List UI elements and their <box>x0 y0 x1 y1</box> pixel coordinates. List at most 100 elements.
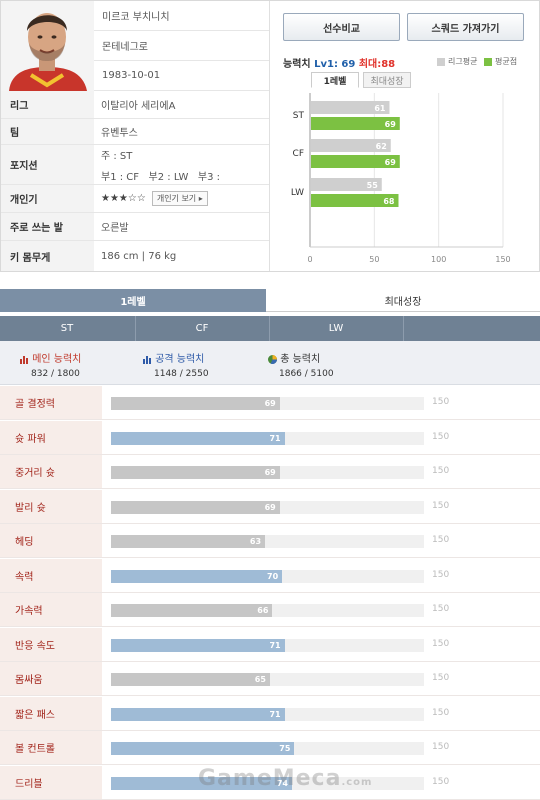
skill-stars: ★★★☆☆ <box>101 193 146 204</box>
position-sub: 부1 : CF 부2 : LW 부3 : <box>101 171 221 183</box>
bar-player <box>311 155 400 168</box>
legend-swatch-player <box>484 57 492 66</box>
attribute-track: 71 <box>111 431 424 445</box>
attribute-track: 65 <box>111 673 424 686</box>
info-label: 개인기 <box>1 185 94 212</box>
info-value: ★★★☆☆ 개인기 보기 ▸ <box>101 185 269 212</box>
position-tab-lw[interactable]: LW <box>269 316 402 341</box>
info-row-foot: 주로 쓰는 발 오른발 <box>1 213 269 241</box>
category-label: ST <box>293 111 305 121</box>
attribute-bar: 69 <box>111 397 280 410</box>
info-row-skill: 개인기 ★★★☆☆ 개인기 보기 ▸ <box>1 185 269 213</box>
x-tick-label: 50 <box>369 255 379 264</box>
attribute-track: 71 <box>111 707 424 721</box>
attribute-max: 150 <box>432 742 450 752</box>
info-value: 유벤투스 <box>101 128 138 139</box>
info-value: 주 : ST 부1 : CF 부2 : LW 부3 : <box>101 145 269 184</box>
attribute-label: 골 결정력 <box>0 386 102 419</box>
player-name: 미르코 부치니치 <box>94 1 269 31</box>
attribute-track: 74 <box>111 776 424 790</box>
attribute-bar: 70 <box>111 569 283 583</box>
summary-title: 메인 능력치 <box>32 354 82 365</box>
chart-legend: 리그평균 평균점 <box>437 56 517 67</box>
bar-league <box>311 139 391 152</box>
bar-value-label: 68 <box>383 197 395 206</box>
summary-value: 1866 / 5100 <box>279 369 334 379</box>
summary-attack: 공격 능력치 1148 / 2550 <box>143 350 209 379</box>
x-tick-label: 100 <box>431 255 446 264</box>
attribute-track: 66 <box>111 604 424 617</box>
info-label: 팀 <box>1 119 94 144</box>
info-row-body: 키 몸무게 186 cm | 76 kg <box>1 241 269 271</box>
player-birth: 1983-10-01 <box>94 61 269 91</box>
position-main: 주 : ST <box>101 150 133 162</box>
attribute-value: 74 <box>276 778 288 788</box>
bar-chart-blue-icon <box>143 355 151 364</box>
info-label: 포지션 <box>1 145 94 184</box>
attribute-value: 70 <box>267 571 279 581</box>
attribute-row: 반응 속도 71 150 <box>0 627 540 662</box>
info-label: 키 몸무게 <box>1 241 94 271</box>
summary-bar: 메인 능력치 832 / 1800 공격 능력치 1148 / 2550 총 능… <box>0 341 540 385</box>
bar-value-label: 69 <box>385 158 397 167</box>
attribute-track: 71 <box>111 638 424 652</box>
skill-view-button[interactable]: 개인기 보기 ▸ <box>151 191 208 206</box>
player-photo <box>1 1 94 91</box>
attribute-bar: 75 <box>111 742 295 755</box>
ability-chart: 0 50 100 150 ST 61 69 CF 62 69 LW 55 68 <box>291 93 511 264</box>
attribute-row: 슛 파워 71 150 <box>0 420 540 455</box>
summary-main: 메인 능력치 832 / 1800 <box>20 350 81 379</box>
compare-button[interactable]: 선수비교 <box>283 13 400 41</box>
summary-title: 총 능력치 <box>280 354 321 365</box>
info-value: 오른발 <box>101 223 129 234</box>
attribute-value: 69 <box>264 399 276 408</box>
attribute-row: 골 결정력 69 150 <box>0 386 540 420</box>
watermark-logo: GameMeca.com <box>198 766 372 791</box>
attribute-bar: 71 <box>111 431 285 445</box>
info-value: 이탈리아 세리에A <box>101 101 176 112</box>
squad-button[interactable]: 스쿼드 가져가기 <box>407 13 524 41</box>
ability-lv: Lv1: 69 <box>314 59 356 70</box>
attribute-track: 69 <box>111 397 424 410</box>
attribute-label: 속력 <box>0 558 102 592</box>
attribute-max: 150 <box>432 535 450 545</box>
attribute-track: 63 <box>111 535 424 548</box>
legend-swatch-league <box>437 57 445 66</box>
tab-lv1[interactable]: 1레벨 <box>0 289 266 312</box>
bar-value-label: 61 <box>374 104 386 113</box>
attribute-max: 150 <box>432 569 450 580</box>
player-card: 미르코 부치니치 몬테네그로 1983-10-01 리그 이탈리아 세리에A 팀… <box>0 0 540 272</box>
attribute-max: 150 <box>432 604 450 614</box>
bar-value-label: 69 <box>385 120 397 129</box>
position-tab-cf[interactable]: CF <box>135 316 268 341</box>
position-tab-st[interactable]: ST <box>0 316 134 341</box>
attribute-label: 헤딩 <box>0 524 102 557</box>
attribute-max: 150 <box>432 466 450 476</box>
attribute-track: 69 <box>111 500 424 514</box>
divider <box>269 1 270 271</box>
ability-max: 최대:88 <box>358 59 396 70</box>
category-label: LW <box>291 188 304 198</box>
attribute-max: 150 <box>432 776 450 787</box>
tab-max-growth[interactable]: 최대성장 <box>266 289 540 312</box>
bar-value-label: 62 <box>376 142 387 151</box>
attribute-row: 중거리 슛 69 150 <box>0 455 540 489</box>
summary-total: 총 능력치 1866 / 5100 <box>268 350 334 379</box>
tab-chart-max[interactable]: 최대성장 <box>363 72 411 88</box>
attribute-max: 150 <box>432 431 450 442</box>
attribute-label: 중거리 슛 <box>0 455 102 488</box>
tab-chart-lv1[interactable]: 1레벨 <box>311 72 359 88</box>
bar-player <box>311 117 400 130</box>
attribute-value: 63 <box>249 537 262 546</box>
attribute-row: 속력 70 150 <box>0 558 540 593</box>
attribute-label: 드리블 <box>0 765 102 799</box>
legend-league: 리그평균 <box>448 57 478 66</box>
attribute-value: 69 <box>264 468 276 477</box>
attribute-row: 드리블 74 150 <box>0 765 540 800</box>
summary-value: 1148 / 2550 <box>154 369 209 379</box>
attribute-value: 71 <box>269 433 281 443</box>
info-row-team: 팀 유벤투스 <box>1 119 269 145</box>
attribute-value: 71 <box>269 709 281 719</box>
attribute-max: 150 <box>432 638 450 649</box>
attribute-bar: 66 <box>111 604 273 617</box>
